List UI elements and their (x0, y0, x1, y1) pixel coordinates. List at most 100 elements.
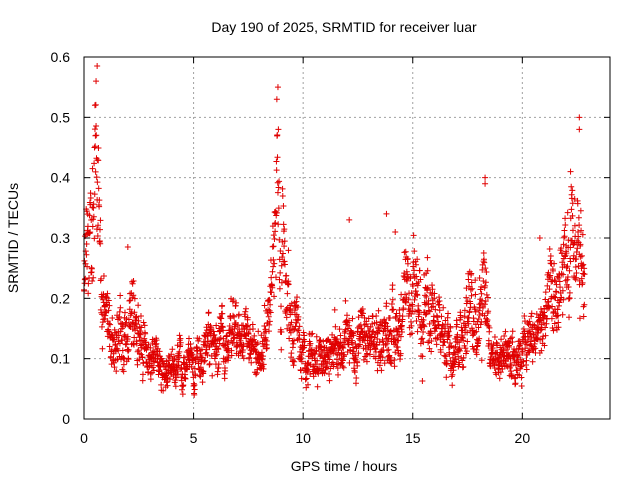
data-point (269, 284, 276, 291)
data-point (185, 335, 192, 342)
data-point (536, 316, 543, 323)
data-point (482, 174, 489, 181)
data-point (516, 342, 523, 349)
data-point (575, 233, 582, 240)
data-point (279, 192, 286, 199)
data-point (561, 253, 568, 260)
data-point (243, 323, 250, 330)
data-point (298, 358, 305, 365)
data-point (93, 78, 100, 85)
data-point (304, 381, 311, 388)
data-point (523, 341, 530, 348)
data-point (342, 297, 349, 304)
data-point (526, 348, 533, 355)
data-point (507, 335, 514, 342)
data-point (419, 335, 426, 342)
data-point (561, 261, 568, 268)
data-point (432, 306, 439, 313)
data-point (130, 292, 137, 299)
data-point (391, 357, 398, 364)
data-point (117, 328, 124, 335)
data-point (547, 252, 554, 259)
data-point (414, 256, 421, 263)
data-point (281, 261, 288, 268)
data-point (568, 195, 575, 202)
data-point (131, 309, 138, 316)
data-point (456, 361, 463, 368)
data-point (93, 132, 100, 139)
data-point (273, 96, 280, 103)
data-point (265, 313, 272, 320)
data-point (578, 252, 585, 259)
data-point (314, 357, 321, 364)
data-point (219, 310, 226, 317)
data-point (382, 319, 389, 326)
data-point (562, 215, 569, 222)
y-tick-label: 0.1 (51, 351, 71, 367)
data-point (98, 275, 105, 282)
data-point (223, 332, 230, 339)
data-point (95, 222, 102, 229)
data-point (246, 354, 253, 361)
data-point (160, 387, 167, 394)
data-point (275, 221, 282, 228)
data-point (270, 256, 277, 263)
data-point (89, 223, 96, 230)
data-point (353, 374, 360, 381)
data-point (563, 250, 570, 257)
data-point (82, 260, 89, 267)
data-point (379, 338, 386, 345)
data-point (438, 313, 445, 320)
data-point (331, 306, 338, 313)
data-point (422, 311, 429, 318)
data-point (460, 354, 467, 361)
data-point (509, 328, 516, 335)
data-point (323, 345, 330, 352)
data-point (382, 341, 389, 348)
data-point (431, 290, 438, 297)
data-point (244, 322, 251, 329)
data-point (568, 206, 575, 213)
data-point (579, 231, 586, 238)
data-point (229, 328, 236, 335)
data-point (125, 348, 132, 355)
data-point (109, 315, 116, 322)
data-point (178, 377, 185, 384)
data-point (279, 254, 286, 261)
data-point (104, 290, 111, 297)
data-point (420, 317, 427, 324)
data-point (116, 315, 123, 322)
data-point (153, 337, 160, 344)
data-point (413, 317, 420, 324)
data-point (105, 307, 112, 314)
data-point (413, 273, 420, 280)
data-point (113, 368, 120, 375)
data-point (474, 318, 481, 325)
data-point (112, 329, 119, 336)
data-point (116, 340, 123, 347)
data-point (449, 371, 456, 378)
data-point (295, 313, 302, 320)
data-point (295, 327, 302, 334)
data-point (314, 383, 321, 390)
data-point (265, 297, 272, 304)
data-point (111, 364, 118, 371)
data-point (327, 365, 334, 372)
data-point (508, 372, 515, 379)
data-point (215, 346, 222, 353)
y-tick-labels: 0 0.1 0.2 0.3 0.4 0.5 0.6 (51, 49, 71, 427)
data-point (481, 259, 488, 266)
data-point (166, 376, 173, 383)
data-point (571, 222, 578, 229)
data-point (133, 313, 140, 320)
y-tick-label: 0.2 (51, 290, 71, 306)
data-point (182, 375, 189, 382)
y-tick-label: 0.3 (51, 230, 71, 246)
data-point (294, 327, 301, 334)
data-point (528, 310, 535, 317)
data-point (484, 294, 491, 301)
data-point (559, 287, 566, 294)
data-point (346, 322, 353, 329)
data-point (243, 335, 250, 342)
data-point (340, 344, 347, 351)
